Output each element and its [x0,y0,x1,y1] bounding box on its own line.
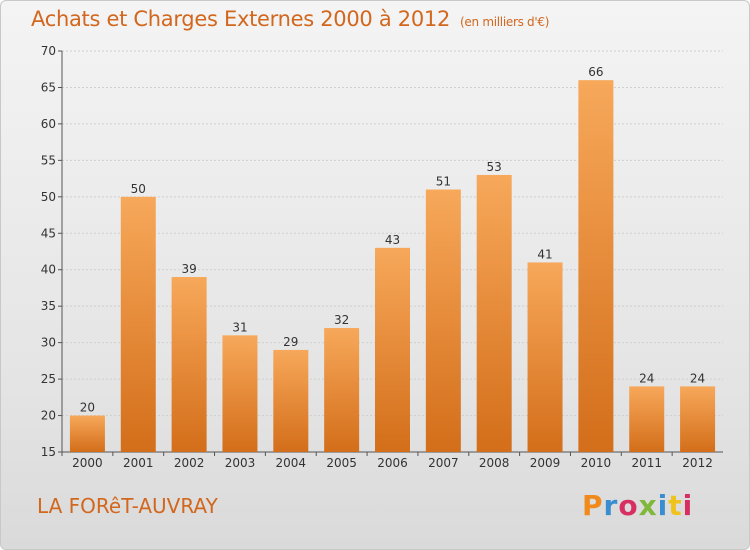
data-label: 53 [487,160,502,174]
data-label: 32 [334,313,349,327]
x-tick-label: 2010 [581,456,612,470]
chart-title: Achats et Charges Externes 2000 à 2012 (e… [31,7,549,31]
y-tick-label: 15 [41,445,56,459]
bar [120,196,156,452]
y-tick-label: 35 [41,299,56,313]
y-tick-label: 60 [41,117,56,131]
data-label: 66 [588,65,603,79]
logo-letter: P [582,489,604,522]
commune-name: LA FORêT-AUVRAY [37,494,218,518]
x-tick-label: 2000 [72,456,103,470]
bar [527,262,563,452]
logo-letter: x [638,489,658,522]
bar [375,247,410,452]
x-tick-label: 2008 [479,456,510,470]
x-tick-label: 2012 [682,456,713,470]
bar [222,335,258,452]
y-tick-label: 70 [41,44,56,58]
data-label: 24 [639,371,654,385]
y-tick-label: 65 [41,80,56,94]
data-label: 51 [436,175,451,189]
data-label: 29 [283,335,298,349]
data-label: 24 [690,371,705,385]
data-label: 41 [537,247,552,261]
bar [476,174,512,453]
logo-letter: i [682,489,694,522]
logo-letter: r [603,489,619,522]
proxiti-logo[interactable]: Proxiti [582,489,693,522]
y-tick-label: 40 [41,263,56,277]
x-tick-label: 2001 [123,456,154,470]
bars [69,80,716,453]
bar [171,277,207,452]
logo-letter: t [668,489,683,522]
x-tick-label: 2009 [530,456,561,470]
x-tick-label: 2006 [377,456,408,470]
x-tick-label: 2003 [225,456,256,470]
y-tick-label: 30 [41,336,56,350]
bar [273,349,309,452]
data-label: 50 [131,182,146,196]
y-tick-label: 25 [41,372,56,386]
data-label: 43 [385,233,400,247]
y-tick-label: 45 [41,226,56,240]
data-label: 20 [80,401,95,415]
data-labels: 20 50 39 31 29 32 43 51 53 41 66 24 24 [80,65,705,414]
bar [680,386,716,452]
x-tick-label: 2005 [326,456,357,470]
bar [324,328,360,452]
x-tick-label: 2004 [276,456,307,470]
data-label: 39 [181,262,196,276]
bar [425,189,461,452]
logo-letter: i [657,489,669,522]
x-tick-label: 2007 [428,456,459,470]
logo-letter: o [618,489,639,522]
y-tick-label: 55 [41,153,56,167]
x-tick-label: 2002 [174,456,205,470]
bar [629,386,665,452]
y-tick-label: 20 [41,409,56,423]
bar [578,80,614,452]
data-label: 31 [232,320,247,334]
bar [69,415,105,452]
title-text: Achats et Charges Externes 2000 à 2012 [31,7,451,31]
title-unit: (en milliers d'€) [460,15,550,29]
y-tick-label: 50 [41,190,56,204]
x-tick-label: 2011 [631,456,662,470]
